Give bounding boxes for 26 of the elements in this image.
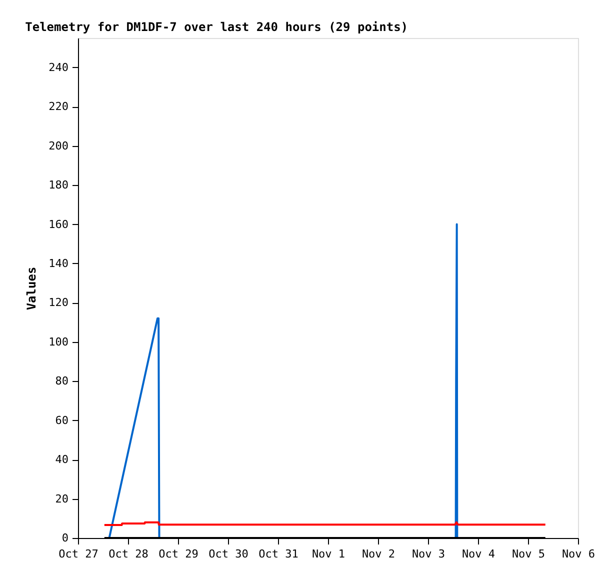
x-tick-label: Nov 2 (362, 548, 396, 560)
y-tick-label: 20 (55, 492, 68, 506)
y-tick-label: 100 (48, 335, 68, 348)
y-axis-title: Values (24, 266, 39, 310)
x-tick-label: Oct 30 (208, 548, 248, 560)
y-tick-label: 0 (62, 532, 68, 544)
y-tick-label: 60 (55, 414, 68, 427)
chart-title: Telemetry for DM1DF-7 over last 240 hours (29 points) (25, 20, 408, 34)
x-tick-label: Nov 6 (562, 548, 596, 560)
x-tick-label: Nov 4 (462, 548, 496, 560)
y-tick-label: 160 (48, 218, 68, 231)
x-tick-label: Nov 1 (312, 548, 346, 560)
x-tick-label: Nov 3 (412, 548, 446, 560)
x-tick-label: Oct 31 (258, 548, 298, 560)
y-tick-label: 220 (48, 100, 68, 114)
x-tick-label: Oct 29 (158, 548, 198, 560)
x-tick-label: Oct 27 (58, 548, 98, 560)
y-tick-label: 40 (55, 453, 68, 466)
y-tick-label: 180 (48, 178, 68, 192)
y-tick-label: 140 (48, 256, 68, 270)
y-tick-label: 120 (48, 296, 68, 310)
y-tick-label: 80 (55, 374, 68, 388)
x-tick-label: Oct 28 (108, 548, 148, 560)
x-tick-label: Nov 5 (512, 548, 546, 560)
y-tick-label: 240 (48, 60, 68, 74)
y-tick-label: 200 (48, 139, 68, 152)
